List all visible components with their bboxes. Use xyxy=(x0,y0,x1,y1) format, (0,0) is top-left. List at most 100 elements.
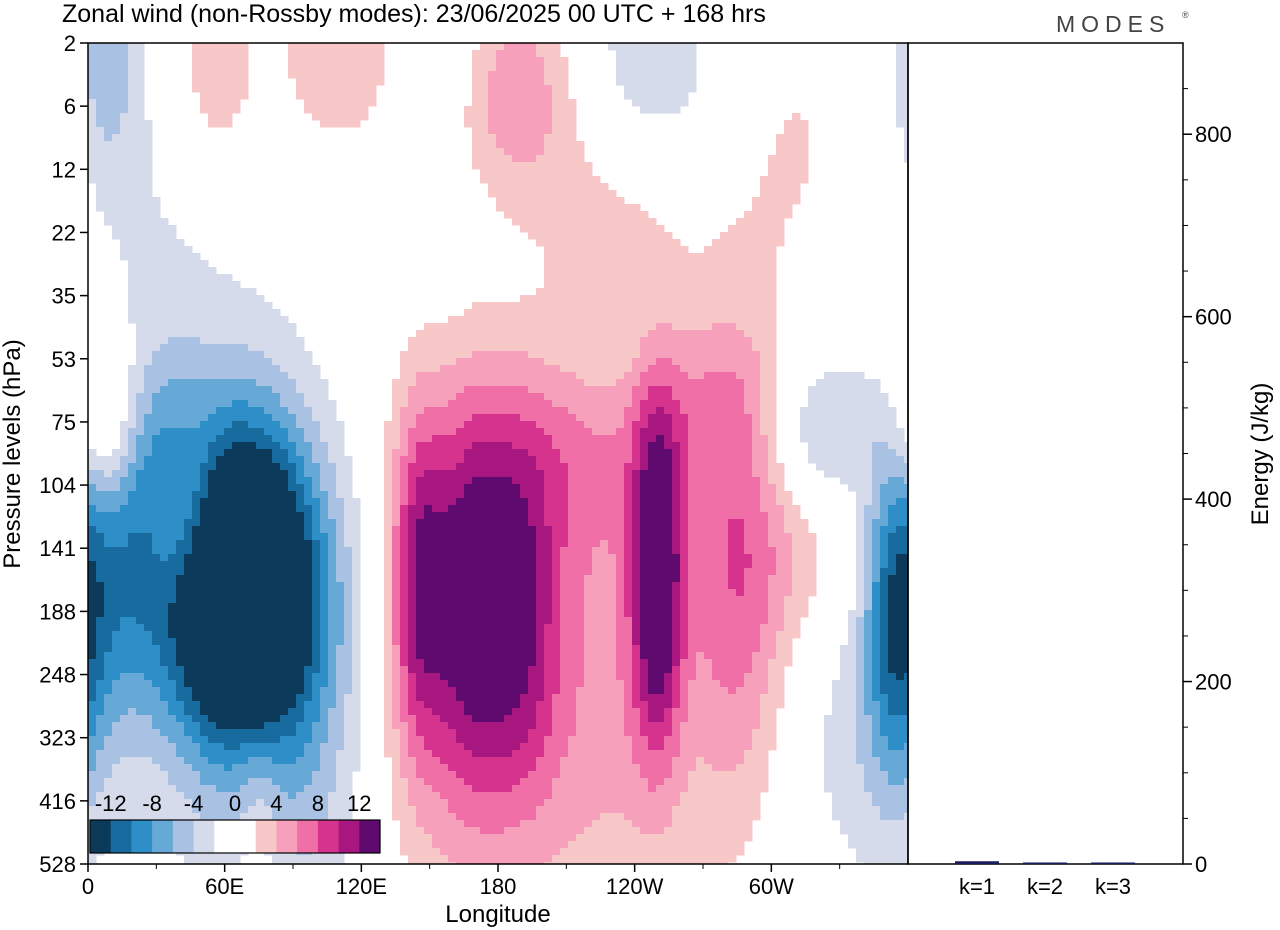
heatmap-cell xyxy=(168,239,177,247)
heatmap-cell xyxy=(792,512,801,520)
heatmap-cell xyxy=(856,386,865,394)
heatmap-cell xyxy=(344,106,353,114)
heatmap-cell xyxy=(704,295,713,303)
heatmap-cell xyxy=(576,470,585,478)
heatmap-cell xyxy=(544,547,553,555)
heatmap-cell xyxy=(752,197,761,205)
heatmap-cell xyxy=(488,78,497,86)
heatmap-cell xyxy=(152,351,161,359)
heatmap-cell xyxy=(304,407,313,415)
heatmap-cell xyxy=(144,498,153,506)
heatmap-cell xyxy=(592,568,601,576)
heatmap-cell xyxy=(760,414,769,422)
heatmap-cell xyxy=(488,379,497,387)
heatmap-cell xyxy=(760,379,769,387)
heatmap-cell xyxy=(432,365,441,373)
heatmap-cell xyxy=(320,71,329,79)
heatmap-cell xyxy=(712,484,721,492)
heatmap-cell xyxy=(712,386,721,394)
heatmap-cell xyxy=(848,463,857,471)
heatmap-cell xyxy=(184,526,193,534)
heatmap-cell xyxy=(720,337,729,345)
heatmap-cell xyxy=(312,519,321,527)
heatmap-cell xyxy=(400,561,409,569)
heatmap-cell xyxy=(704,554,713,562)
heatmap-cell xyxy=(840,435,849,443)
heatmap-cell xyxy=(696,358,705,366)
heatmap-cell xyxy=(248,582,257,590)
heatmap-cell xyxy=(896,554,905,562)
heatmap-cell xyxy=(616,57,625,65)
heatmap-cell xyxy=(744,372,753,380)
heatmap-cell xyxy=(680,295,689,303)
heatmap-cell xyxy=(752,295,761,303)
heatmap-cell xyxy=(624,512,633,520)
heatmap-cell xyxy=(616,204,625,212)
heatmap-cell xyxy=(152,561,161,569)
heatmap-cell xyxy=(184,393,193,401)
heatmap-cell xyxy=(200,498,209,506)
heatmap-cell xyxy=(760,204,769,212)
heatmap-cell xyxy=(592,561,601,569)
heatmap-cell xyxy=(584,484,593,492)
heatmap-cell xyxy=(752,547,761,555)
heatmap-cell xyxy=(104,204,113,212)
heatmap-cell xyxy=(608,197,617,205)
heatmap-cell xyxy=(840,372,849,380)
heatmap-cell xyxy=(856,491,865,499)
heatmap-cell xyxy=(88,176,97,184)
heatmap-cell xyxy=(184,323,193,331)
heatmap-cell xyxy=(504,155,513,163)
heatmap-cell xyxy=(672,92,681,100)
heatmap-cell xyxy=(760,477,769,485)
heatmap-cell xyxy=(464,498,473,506)
heatmap-cell xyxy=(152,449,161,457)
heatmap-cell xyxy=(232,288,241,296)
heatmap-cell xyxy=(568,498,577,506)
heatmap-cell xyxy=(544,260,553,268)
heatmap-cell xyxy=(160,379,169,387)
heatmap-cell xyxy=(152,246,161,254)
heatmap-cell xyxy=(144,414,153,422)
heatmap-cell xyxy=(240,449,249,457)
heatmap-cell xyxy=(288,435,297,443)
heatmap-cell xyxy=(480,344,489,352)
heatmap-cell xyxy=(472,589,481,597)
heatmap-cell xyxy=(688,43,697,51)
heatmap-cell xyxy=(544,148,553,156)
heatmap-cell xyxy=(896,106,905,114)
heatmap-cell xyxy=(248,358,257,366)
heatmap-cell xyxy=(192,85,201,93)
heatmap-cell xyxy=(736,386,745,394)
heatmap-cell xyxy=(320,414,329,422)
heatmap-cell xyxy=(392,456,401,464)
heatmap-cell xyxy=(408,491,417,499)
heatmap-cell xyxy=(328,498,337,506)
heatmap-cell xyxy=(408,519,417,527)
heatmap-cell xyxy=(560,596,569,604)
heatmap-cell xyxy=(656,561,665,569)
heatmap-cell xyxy=(640,477,649,485)
heatmap-cell xyxy=(208,442,217,450)
heatmap-cell xyxy=(504,197,513,205)
heatmap-cell xyxy=(560,344,569,352)
heatmap-cell xyxy=(144,547,153,555)
heatmap-cell xyxy=(520,99,529,107)
heatmap-cell xyxy=(160,393,169,401)
heatmap-cell xyxy=(512,71,521,79)
heatmap-cell xyxy=(728,260,737,268)
heatmap-cell xyxy=(536,470,545,478)
heatmap-cell xyxy=(512,379,521,387)
heatmap-cell xyxy=(528,232,537,240)
heatmap-cell xyxy=(88,582,97,590)
heatmap-cell xyxy=(504,407,513,415)
heatmap-cell xyxy=(736,554,745,562)
heatmap-cell xyxy=(544,64,553,72)
heatmap-cell xyxy=(544,85,553,93)
heatmap-cell xyxy=(496,365,505,373)
heatmap-cell xyxy=(104,85,113,93)
heatmap-cell xyxy=(136,71,145,79)
heatmap-cell xyxy=(680,421,689,429)
heatmap-cell xyxy=(536,421,545,429)
heatmap-cell xyxy=(672,547,681,555)
